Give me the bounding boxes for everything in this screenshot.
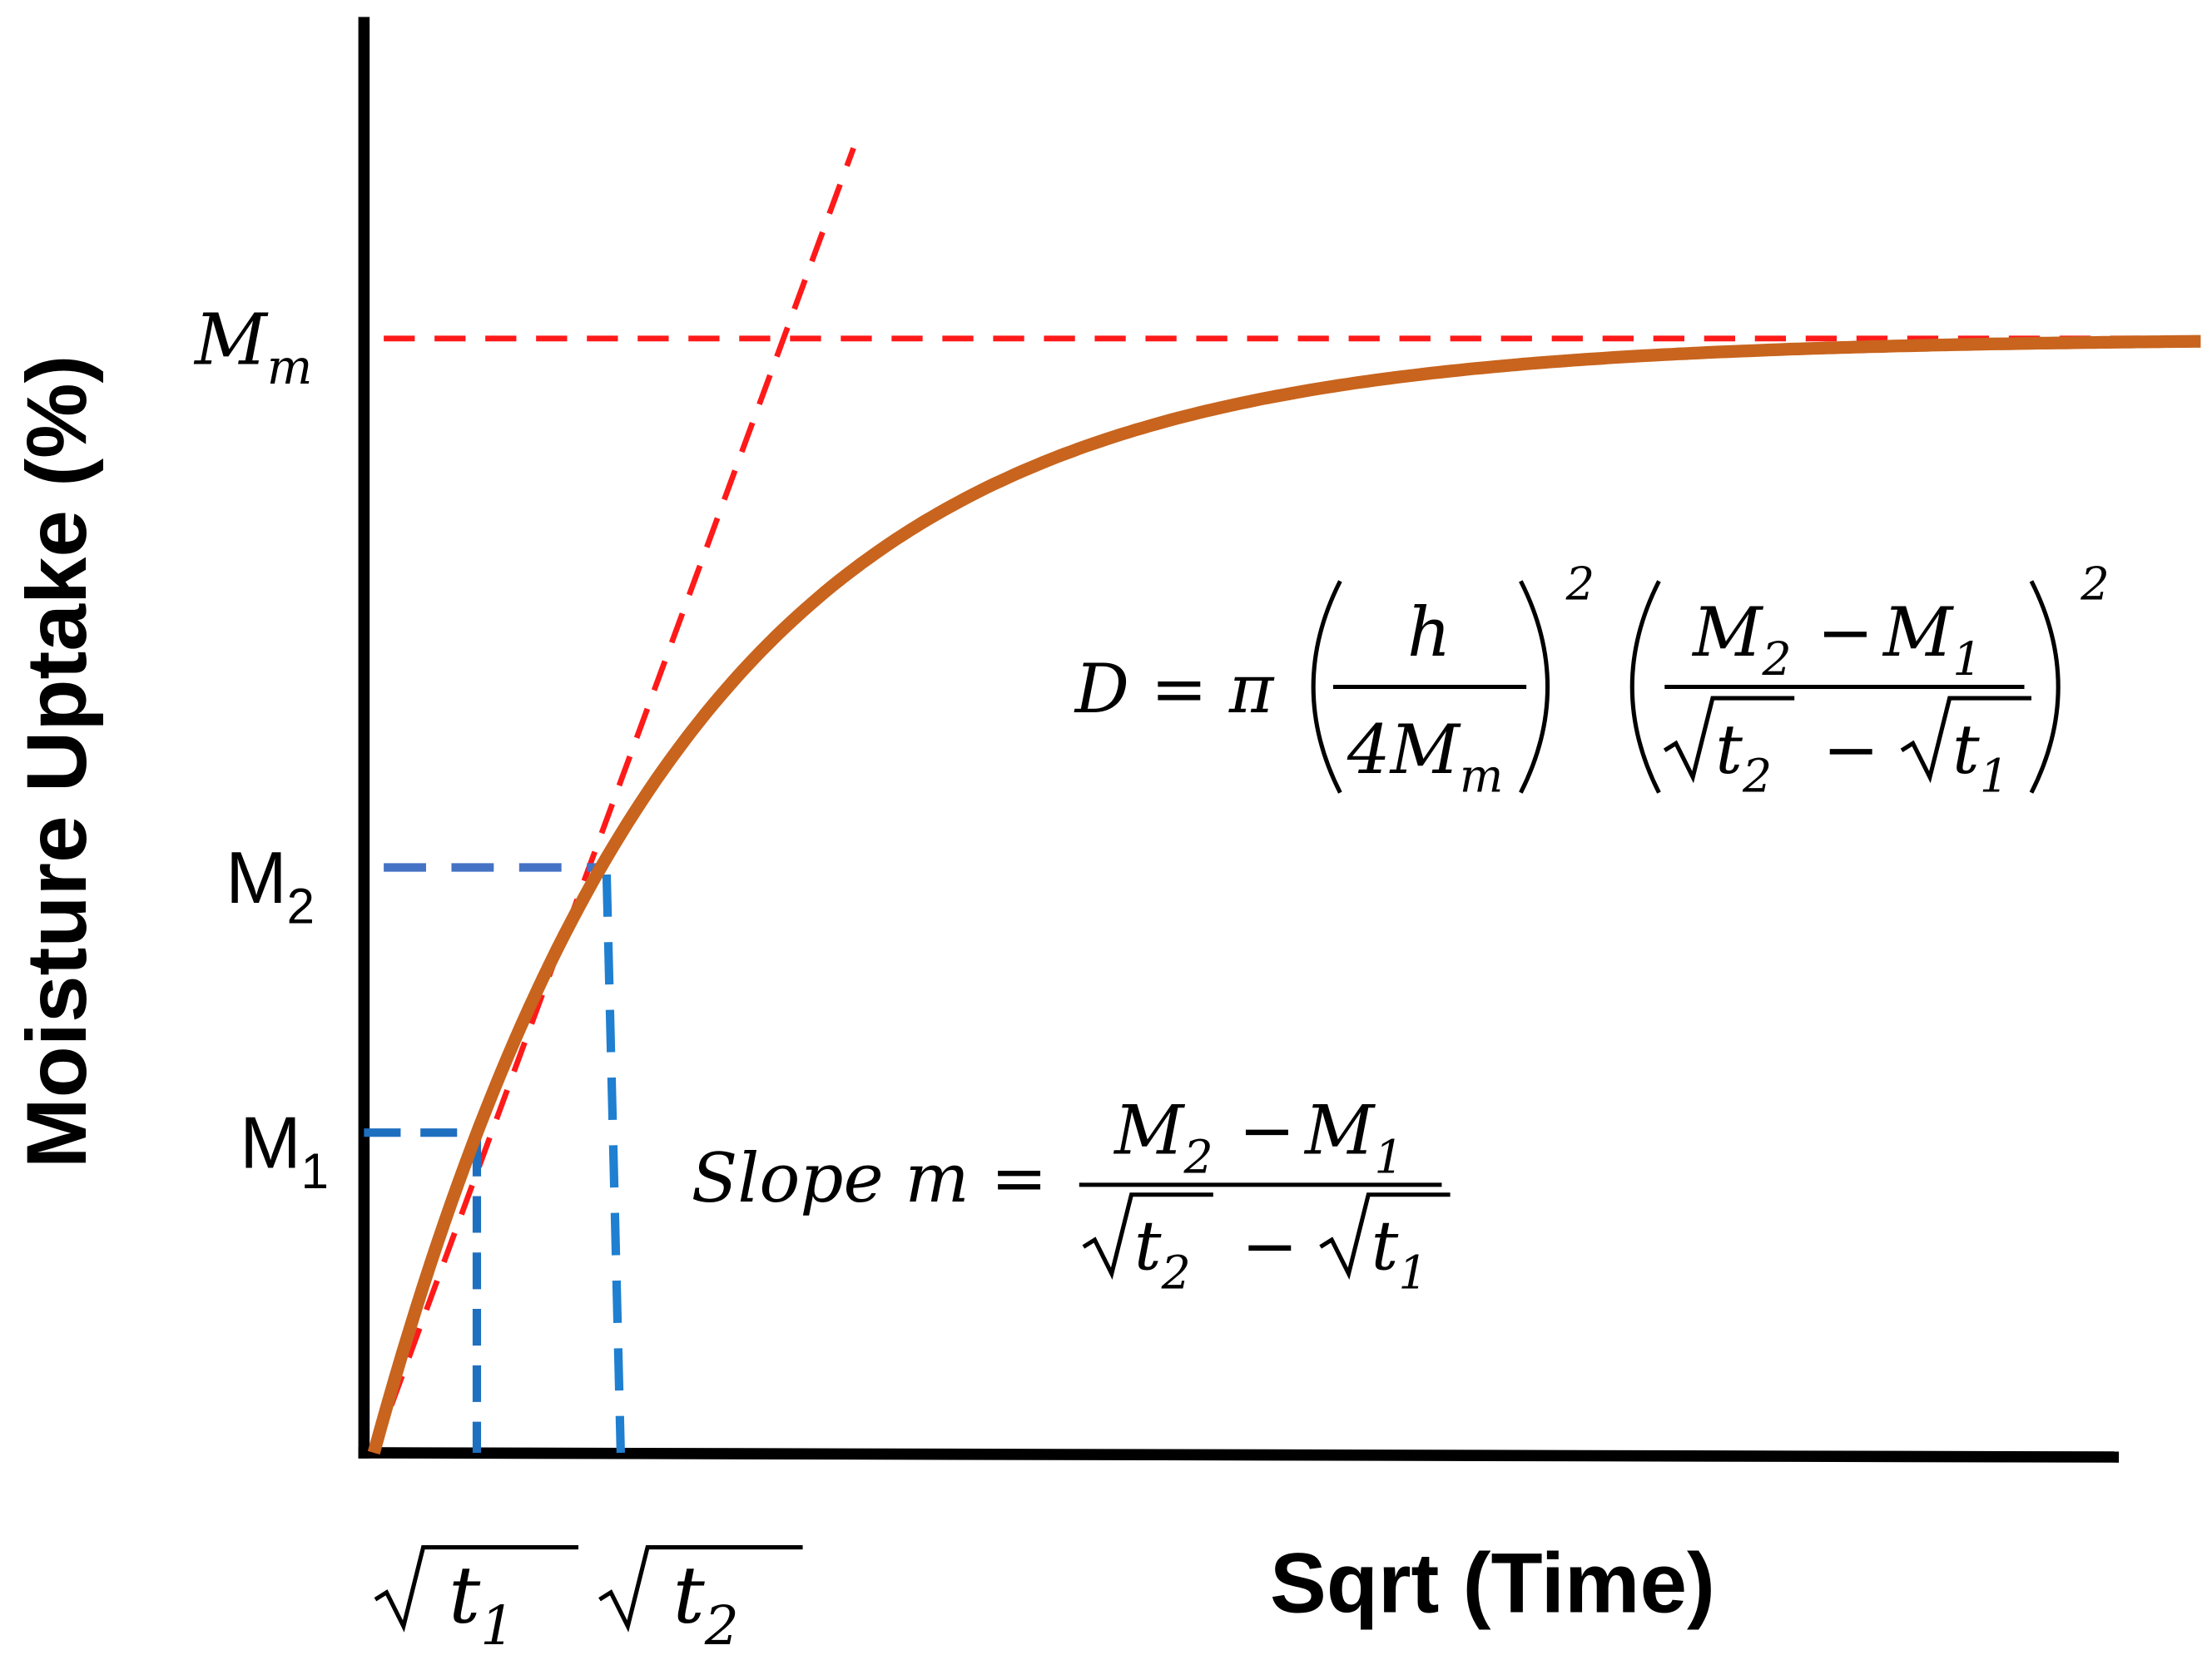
y-label-base: M bbox=[193, 298, 269, 380]
formula-term: M1 bbox=[1882, 593, 1982, 686]
radical bbox=[1663, 696, 1795, 784]
formula-term-sub: 1 bbox=[1398, 1246, 1427, 1300]
formula-op: − bbox=[1242, 1207, 1298, 1286]
formula-exp: 2 bbox=[2080, 557, 2110, 610]
formula-term-base: t bbox=[1952, 711, 1980, 790]
formula-op: − bbox=[1817, 593, 1873, 672]
formula-term-sub: 1 bbox=[1374, 1131, 1403, 1184]
t2-guide bbox=[602, 874, 625, 1454]
formula-den: 4Mm bbox=[1347, 711, 1504, 804]
formula-term-base: t bbox=[1371, 1207, 1399, 1286]
radical bbox=[598, 1544, 803, 1633]
formula-term-sub: 1 bbox=[1952, 633, 1981, 686]
formula-term: t1 bbox=[1952, 711, 2009, 804]
x-label-sub: 2 bbox=[704, 1595, 739, 1658]
y-label-base: M bbox=[226, 836, 286, 919]
tangent-line bbox=[371, 146, 856, 1454]
y-label-sub: 1 bbox=[301, 1143, 329, 1199]
y-label: Mm bbox=[193, 298, 312, 395]
formula-term: t2 bbox=[1134, 1207, 1191, 1301]
y-label-sub: m bbox=[267, 339, 313, 395]
formula-den-sub: m bbox=[1460, 751, 1503, 804]
x-label-sub: 1 bbox=[480, 1595, 514, 1658]
formula-term-base: M bbox=[1303, 1092, 1376, 1171]
formula-term-base: M bbox=[1691, 593, 1763, 672]
y-label: M1 bbox=[240, 1102, 329, 1200]
radical bbox=[1319, 1192, 1451, 1280]
formula-term: M2 bbox=[1691, 593, 1792, 686]
radical bbox=[1900, 696, 2031, 784]
formula-term: M1 bbox=[1303, 1092, 1404, 1185]
x-label: t1 bbox=[449, 1549, 514, 1658]
formula-term-base: t bbox=[1715, 711, 1743, 790]
formula-den-base: 4M bbox=[1347, 711, 1461, 790]
formula-lhs: D = π bbox=[1074, 650, 1275, 729]
formula-term: t1 bbox=[1371, 1207, 1428, 1301]
formula-op: − bbox=[1823, 711, 1879, 790]
formula-exp: 2 bbox=[1565, 557, 1595, 610]
uptake-curve bbox=[367, 334, 2201, 1454]
x-axis bbox=[358, 1447, 2120, 1463]
x-label-base: t bbox=[449, 1549, 481, 1641]
formula-num: h bbox=[1407, 593, 1451, 672]
x-label-base: t bbox=[673, 1549, 706, 1641]
formula-term-sub: 2 bbox=[1161, 1246, 1191, 1300]
y-label: M2 bbox=[226, 836, 315, 934]
formula-term-sub: 2 bbox=[1183, 1131, 1213, 1184]
x-label: t2 bbox=[673, 1549, 739, 1658]
x-axis-title: Sqrt (Time) bbox=[1270, 1536, 1715, 1631]
radical bbox=[374, 1544, 579, 1633]
formula-term-sub: 2 bbox=[1742, 751, 1772, 804]
formula-decor bbox=[1079, 580, 2061, 1187]
formula-term-base: t bbox=[1134, 1207, 1162, 1286]
formula-term: M2 bbox=[1113, 1092, 1213, 1185]
formula-term: t2 bbox=[1715, 711, 1772, 804]
formula-term-base: M bbox=[1882, 593, 1954, 672]
y-axis-title: Moisture Uptake (%) bbox=[9, 355, 104, 1168]
formula-term-base: M bbox=[1113, 1092, 1185, 1171]
radical bbox=[1082, 1192, 1213, 1280]
formula-op: − bbox=[1238, 1092, 1295, 1171]
y-label-sub: 2 bbox=[287, 879, 315, 934]
formula-lhs: Slope m = bbox=[692, 1139, 1048, 1218]
y-label-base: M bbox=[240, 1102, 300, 1184]
formula-term-sub: 2 bbox=[1761, 633, 1791, 686]
formula-term-sub: 1 bbox=[1980, 751, 2009, 804]
